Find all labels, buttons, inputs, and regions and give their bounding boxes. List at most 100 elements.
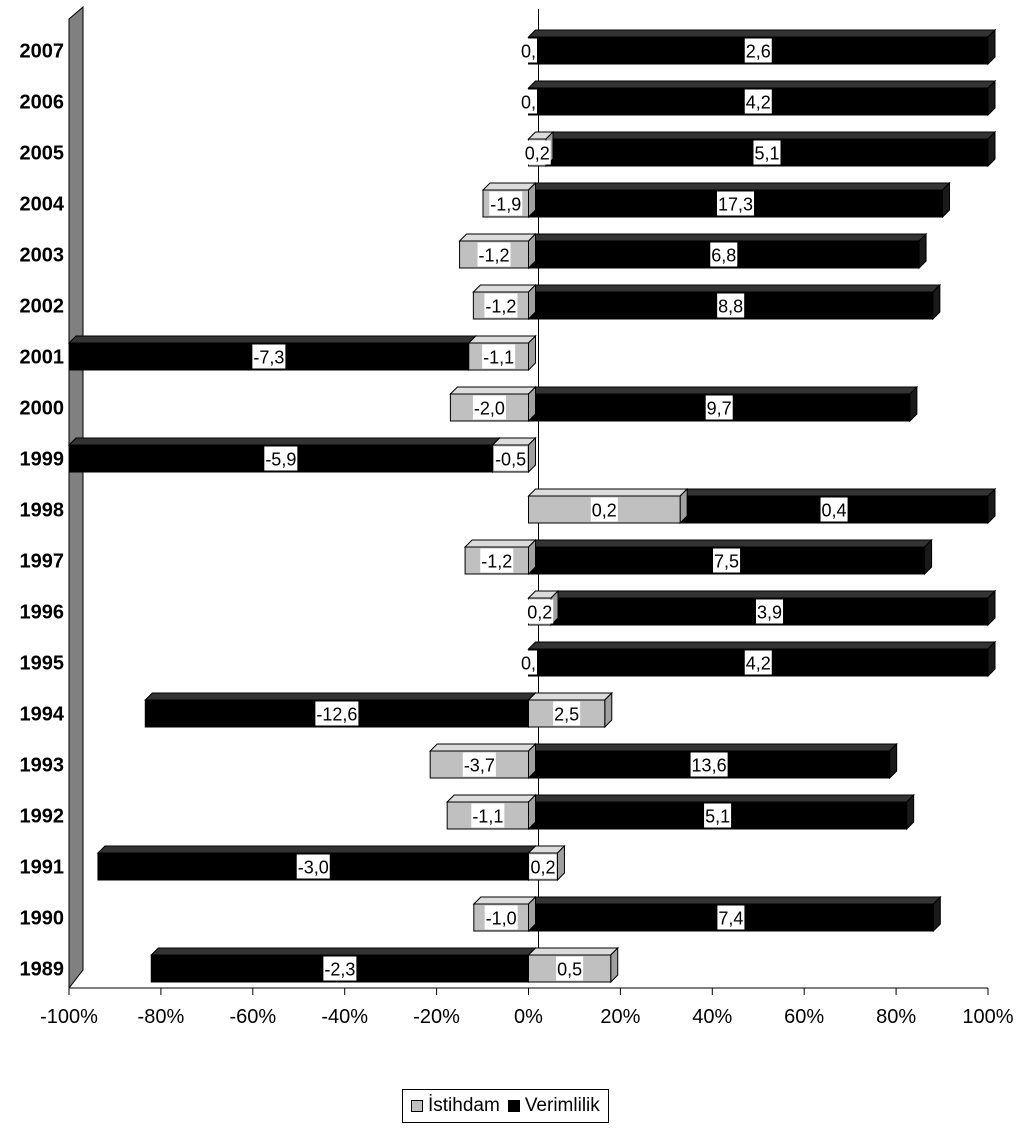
- data-label-istihdam-bg: [590, 497, 618, 522]
- bar-top-face: [67, 437, 501, 446]
- y-tick-label: 1993: [20, 755, 65, 777]
- data-label-istihdam-bg: [477, 242, 511, 267]
- bar-top-face: [544, 131, 997, 140]
- bar-top-face: [527, 284, 942, 293]
- data-label-istihdam: 0,: [521, 93, 536, 113]
- data-label-verimlilik: 7,5: [714, 552, 739, 572]
- data-label-istihdam: 0,: [521, 654, 536, 674]
- data-label-istihdam-bg: [519, 650, 538, 675]
- x-tick-label: 60%: [784, 1006, 824, 1028]
- x-tick-label: 80%: [876, 1006, 916, 1028]
- y-tick-label: 2000: [20, 398, 65, 420]
- data-label-verimlilik-bg: [744, 89, 772, 114]
- bar-top-face: [463, 539, 537, 548]
- data-label-verimlilik-bg: [717, 905, 745, 930]
- data-label-verimlilik-bg: [315, 701, 359, 726]
- legend-swatch-verimlilik: [507, 1100, 520, 1112]
- bar-top-face: [527, 641, 997, 650]
- data-label-istihdam-bg: [526, 599, 554, 624]
- data-label-verimlilik-bg: [710, 242, 738, 267]
- data-label-verimlilik: 5,1: [754, 144, 779, 164]
- data-label-istihdam: -1,1: [483, 348, 514, 368]
- data-label-verimlilik: 13,6: [692, 756, 727, 776]
- y-tick-label: 1996: [20, 602, 65, 624]
- bar-top-face: [472, 284, 537, 293]
- data-label-verimlilik-bg: [713, 548, 741, 573]
- y-tick-label: 1998: [20, 500, 65, 522]
- x-tick-label: -40%: [321, 1006, 368, 1028]
- bar-top-face: [678, 488, 997, 497]
- bar-top-face: [527, 896, 942, 905]
- data-label-istihdam-bg: [471, 803, 505, 828]
- data-label-istihdam-bg: [484, 293, 518, 318]
- data-label-verimlilik-bg: [744, 38, 772, 63]
- data-label-istihdam: -1,2: [479, 246, 510, 266]
- bar-top-face: [467, 335, 537, 344]
- data-label-istihdam-bg: [553, 701, 581, 726]
- y-tick-label: 1991: [20, 857, 65, 879]
- x-tick-label: -100%: [40, 1006, 98, 1028]
- data-label-verimlilik-bg: [820, 497, 848, 522]
- data-label-verimlilik-bg: [716, 191, 755, 216]
- data-label-istihdam-bg: [489, 191, 523, 216]
- x-tick-label: -60%: [229, 1006, 276, 1028]
- data-label-istihdam-bg: [494, 446, 528, 471]
- bar-top-face: [527, 386, 919, 395]
- data-label-verimlilik: 17,3: [718, 195, 753, 215]
- bar-top-face: [549, 590, 997, 599]
- data-label-istihdam: -3,7: [464, 756, 495, 776]
- data-label-verimlilik-bg: [705, 395, 733, 420]
- data-label-verimlilik: -2,3: [324, 960, 355, 980]
- y-tick-label: 1999: [20, 449, 65, 471]
- data-label-istihdam-bg: [556, 956, 584, 981]
- legend-swatch-istihdam: [411, 1100, 423, 1112]
- bar-istihdam: [467, 334, 537, 372]
- data-label-istihdam-bg: [519, 89, 538, 114]
- data-label-verimlilik: 9,7: [707, 399, 732, 419]
- x-tick-label: 100%: [962, 1006, 1013, 1028]
- data-label-istihdam-bg: [529, 854, 557, 879]
- data-label-istihdam-bg: [462, 752, 496, 777]
- data-label-verimlilik-bg: [755, 599, 784, 624]
- y-tick-label: 1992: [20, 806, 65, 828]
- bar-top-face: [445, 794, 537, 803]
- data-label-verimlilik-bg: [296, 854, 330, 879]
- data-label-verimlilik-bg: [753, 140, 781, 165]
- bar-top-face: [527, 743, 898, 752]
- legend-item-istihdam: İstihdam: [411, 1095, 500, 1117]
- bar-top-face: [527, 182, 951, 191]
- data-label-verimlilik-bg: [717, 293, 745, 318]
- bar-top-face: [96, 845, 537, 854]
- x-tick-label: 20%: [600, 1006, 640, 1028]
- data-label-verimlilik-bg: [704, 803, 732, 828]
- bar-top-face: [449, 386, 537, 395]
- data-label-istihdam: 2,5: [554, 705, 579, 725]
- data-label-verimlilik: 6,8: [711, 246, 736, 266]
- data-label-verimlilik: 8,8: [718, 297, 743, 317]
- bar-top-face: [527, 488, 689, 497]
- data-label-verimlilik: 7,4: [718, 909, 743, 929]
- y-tick-label: 2007: [20, 41, 65, 63]
- data-label-istihdam: 0,2: [525, 144, 550, 164]
- bar-top-face: [527, 233, 928, 242]
- data-label-verimlilik-bg: [690, 752, 728, 777]
- data-label-istihdam-bg: [482, 344, 516, 369]
- y-tick-label: 2006: [20, 92, 65, 114]
- data-label-istihdam: -1,1: [472, 807, 503, 827]
- data-label-istihdam: 0,2: [530, 858, 555, 878]
- y-tick-label: 1990: [20, 908, 65, 930]
- data-label-istihdam-bg: [480, 548, 514, 573]
- side-wall: [68, 5, 84, 990]
- data-label-istihdam: -2,0: [474, 399, 505, 419]
- bar-top-face: [458, 233, 537, 242]
- data-label-istihdam: -0,5: [495, 450, 526, 470]
- bar-top-face: [428, 743, 537, 752]
- y-tick-label: 2001: [20, 347, 65, 369]
- data-label-istihdam: 0,: [521, 42, 536, 62]
- data-label-verimlilik: -12,6: [316, 705, 357, 725]
- y-tick-label: 1995: [20, 653, 65, 675]
- data-label-verimlilik: 0,4: [822, 501, 847, 521]
- y-tick-label: 1989: [20, 959, 65, 981]
- bar-top-face: [481, 182, 537, 191]
